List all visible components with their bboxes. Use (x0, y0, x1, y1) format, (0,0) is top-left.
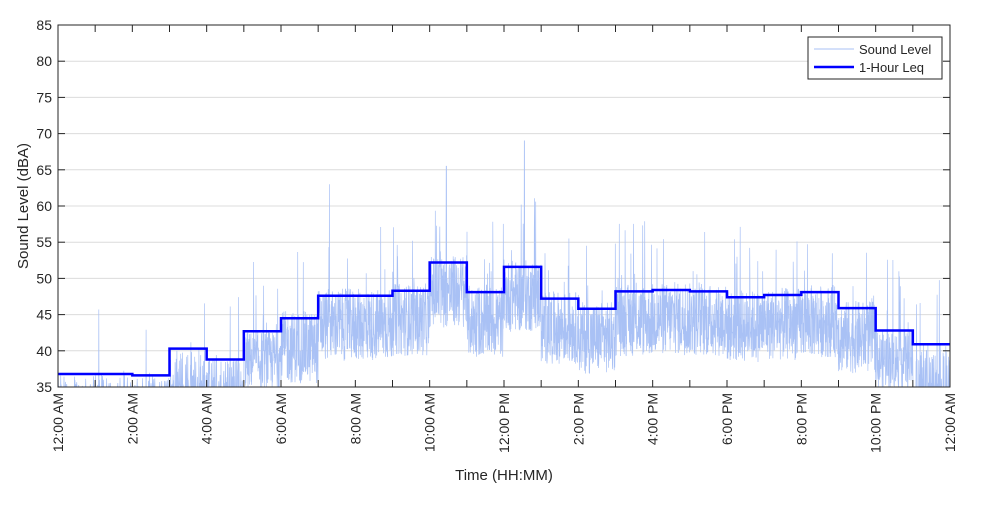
y-tick-label: 70 (36, 126, 52, 142)
y-tick-label: 35 (36, 379, 52, 395)
x-axis-label: Time (HH:MM) (455, 467, 553, 484)
x-tick-label: 6:00 PM (719, 393, 735, 445)
x-tick-label: 12:00 AM (50, 393, 66, 452)
x-tick-label: 4:00 AM (199, 393, 215, 444)
y-axis: 35 40 45 50 55 60 65 70 75 80 85 (36, 17, 950, 395)
x-tick-label: 4:00 PM (645, 393, 661, 445)
x-tick-label: 10:00 AM (422, 393, 438, 452)
y-tick-label: 45 (36, 307, 52, 323)
legend-label-sound-level: Sound Level (859, 42, 931, 57)
legend-label-leq: 1-Hour Leq (859, 60, 924, 75)
y-tick-label: 85 (36, 17, 52, 33)
legend: Sound Level 1-Hour Leq (807, 36, 943, 80)
y-axis-label: Sound Level (dBA) (15, 143, 32, 269)
x-tick-label: 10:00 PM (868, 393, 884, 453)
y-tick-label: 65 (36, 162, 52, 178)
legend-box (807, 36, 943, 80)
y-tick-label: 60 (36, 198, 52, 214)
x-tick-label: 12:00 PM (496, 393, 512, 453)
x-tick-label: 8:00 PM (793, 393, 809, 445)
x-tick-label: 12:00 AM (942, 393, 958, 452)
leq-step-line (58, 261, 950, 377)
x-axis: 12:00 AM 2:00 AM 4:00 AM 6:00 AM 8:00 AM 10:0… (50, 25, 958, 453)
y-tick-label: 75 (36, 89, 52, 105)
x-tick-label: 8:00 AM (347, 393, 363, 444)
x-tick-label: 6:00 AM (273, 393, 289, 444)
y-tick-label: 80 (36, 53, 52, 69)
y-tick-label: 40 (36, 343, 52, 359)
x-tick-label: 2:00 PM (570, 393, 586, 445)
y-tick-label: 50 (36, 270, 52, 286)
x-tick-label: 2:00 AM (124, 393, 140, 444)
y-tick-label: 55 (36, 234, 52, 250)
leq-series (58, 261, 950, 377)
